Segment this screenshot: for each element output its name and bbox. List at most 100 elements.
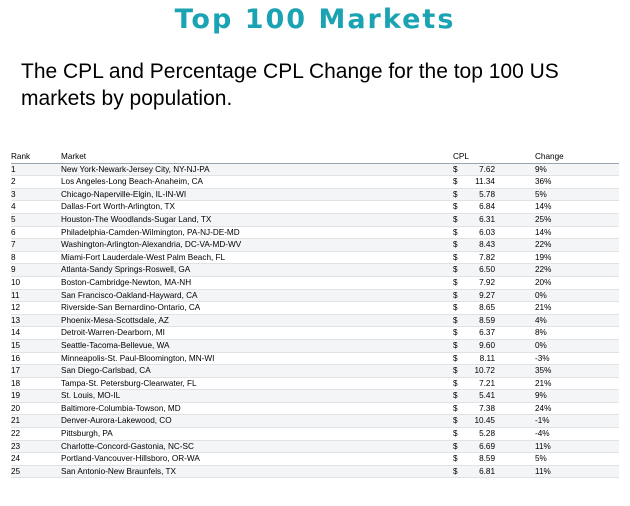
rank-column-header: Rank xyxy=(11,151,61,164)
market-cell: Miami-Fort Lauderdale-West Palm Beach, F… xyxy=(61,252,226,262)
change-cell: 25% xyxy=(535,214,552,224)
table-row: 22 Pittsburgh, PA $5.28 -4% xyxy=(11,428,619,441)
currency-symbol: $ xyxy=(453,227,458,237)
currency-symbol: $ xyxy=(453,252,458,262)
cpl-value: 7.92 xyxy=(479,277,495,287)
cpl-cell: $7.82 xyxy=(453,251,535,264)
table-row: 25 San Antonio-New Braunfels, TX $6.81 11% xyxy=(11,465,619,478)
rank-cell: 14 xyxy=(11,328,21,338)
change-cell: 19% xyxy=(535,252,552,262)
market-cell: Charlotte-Concord-Gastonia, NC-SC xyxy=(61,441,194,451)
cpl-value: 7.82 xyxy=(479,252,495,262)
table-row: 17 San Diego-Carlsbad, CA $10.72 35% xyxy=(11,364,619,378)
cpl-value: 7.38 xyxy=(479,403,495,413)
market-cell: Atlanta-Sandy Springs-Roswell, GA xyxy=(61,265,191,275)
rank-cell: 7 xyxy=(11,240,16,250)
market-cell: Tampa-St. Petersburg-Clearwater, FL xyxy=(61,378,197,388)
market-cell: Riverside-San Bernardino-Ontario, CA xyxy=(61,303,201,313)
table-row: 5 Houston-The Woodlands-Sugar Land, TX $6.… xyxy=(11,213,619,227)
cpl-value: 8.59 xyxy=(479,454,495,464)
table-row: 2 Los Angeles-Long Beach-Anaheim, CA $11.3… xyxy=(11,176,619,189)
currency-symbol: $ xyxy=(453,177,458,187)
cpl-cell: $5.41 xyxy=(453,390,535,403)
rank-cell: 16 xyxy=(11,353,21,363)
currency-symbol: $ xyxy=(453,353,458,363)
market-cell: St. Louis, MO-IL xyxy=(61,391,121,401)
cpl-cell: $5.78 xyxy=(453,188,535,201)
market-cell: Chicago-Naperville-Elgin, IL-IN-WI xyxy=(61,189,187,199)
rank-cell: 12 xyxy=(11,303,21,313)
rank-cell: 18 xyxy=(11,378,21,388)
cpl-value: 9.60 xyxy=(479,340,495,350)
change-cell: 20% xyxy=(535,277,552,287)
cpl-cell: $7.62 xyxy=(453,163,535,176)
currency-symbol: $ xyxy=(453,202,458,212)
cpl-cell: $7.21 xyxy=(453,377,535,390)
table-row: 1 New York-Newark-Jersey City, NY-NJ-PA $7… xyxy=(11,163,619,176)
market-cell: Los Angeles-Long Beach-Anaheim, CA xyxy=(61,177,204,187)
table-row: 16 Minneapolis-St. Paul-Bloomington, MN-W… xyxy=(11,352,619,365)
table-row: 3 Chicago-Naperville-Elgin, IL-IN-WI $5.78… xyxy=(11,188,619,201)
rank-cell: 10 xyxy=(11,277,21,287)
market-cell: Seattle-Tacoma-Bellevue, WA xyxy=(61,340,170,350)
table-row: 23 Charlotte-Concord-Gastonia, NC-SC $6.69… xyxy=(11,440,619,453)
table-row: 4 Dallas-Fort Worth-Arlington, TX $6.84 14% xyxy=(11,201,619,214)
change-cell: 35% xyxy=(535,366,552,376)
rank-cell: 6 xyxy=(11,227,16,237)
table-row: 24 Portland-Vancouver-Hillsboro, OR-WA $8.… xyxy=(11,453,619,466)
cpl-cell: $6.84 xyxy=(453,201,535,214)
table-row: 19 St. Louis, MO-IL $5.41 9% xyxy=(11,389,619,403)
cpl-cell: $6.03 xyxy=(453,226,535,239)
change-cell: 5% xyxy=(535,189,547,199)
market-cell: Minneapolis-St. Paul-Bloomington, MN-WI xyxy=(61,353,215,363)
change-cell: 8% xyxy=(535,328,547,338)
currency-symbol: $ xyxy=(453,240,458,250)
rank-cell: 2 xyxy=(11,177,16,187)
rank-cell: 19 xyxy=(11,391,21,401)
change-cell: 0% xyxy=(535,290,547,300)
market-cell: New York-Newark-Jersey City, NY-NJ-PA xyxy=(61,164,210,174)
rank-cell: 8 xyxy=(11,252,16,262)
currency-symbol: $ xyxy=(453,315,458,325)
cpl-value: 8.65 xyxy=(479,303,495,313)
change-column-header: Change xyxy=(535,151,619,164)
cpl-cell: $9.60 xyxy=(453,339,535,352)
cpl-value: 11.34 xyxy=(475,177,495,187)
currency-symbol: $ xyxy=(453,403,458,413)
cpl-cell: $8.59 xyxy=(453,453,535,466)
markets-table: Rank Market CPL Change 1 New York-Newark-… xyxy=(11,151,619,478)
cpl-value: 10.72 xyxy=(474,366,496,376)
table-body: 1 New York-Newark-Jersey City, NY-NJ-PA $7… xyxy=(11,163,619,478)
currency-symbol: $ xyxy=(453,416,458,426)
rank-cell: 9 xyxy=(11,265,16,275)
change-cell: 9% xyxy=(535,391,547,401)
cpl-value: 7.21 xyxy=(479,378,495,388)
cpl-value: 7.62 xyxy=(479,164,495,174)
change-cell: 14% xyxy=(535,202,552,212)
market-cell: Boston-Cambridge-Newton, MA-NH xyxy=(61,277,192,287)
cpl-value: 8.59 xyxy=(479,315,495,325)
change-cell: -3% xyxy=(535,353,550,363)
table-row: 12 Riverside-San Bernardino-Ontario, CA $8… xyxy=(11,302,619,315)
market-cell: Philadelphia-Camden-Wilmington, PA-NJ-DE… xyxy=(61,227,240,237)
rank-cell: 15 xyxy=(11,340,21,350)
market-cell: Portland-Vancouver-Hillsboro, OR-WA xyxy=(61,454,200,464)
market-cell: Phoenix-Mesa-Scottsdale, AZ xyxy=(61,315,169,325)
change-cell: 5% xyxy=(535,454,547,464)
currency-symbol: $ xyxy=(453,290,458,300)
cpl-cell: $7.38 xyxy=(453,402,535,415)
currency-symbol: $ xyxy=(453,391,458,401)
table-row: 18 Tampa-St. Petersburg-Clearwater, FL $7.… xyxy=(11,377,619,390)
change-cell: 14% xyxy=(535,227,552,237)
cpl-cell: $6.37 xyxy=(453,327,535,340)
change-cell: 9% xyxy=(535,164,547,174)
table-row: 7 Washington-Arlington-Alexandria, DC-VA-… xyxy=(11,238,619,252)
change-cell: 11% xyxy=(535,441,551,451)
currency-symbol: $ xyxy=(453,429,458,439)
market-cell: Washington-Arlington-Alexandria, DC-VA-M… xyxy=(61,240,242,250)
cpl-value: 8.11 xyxy=(479,353,495,363)
header-row: Rank Market CPL Change xyxy=(11,151,619,164)
currency-symbol: $ xyxy=(453,303,458,313)
cpl-cell: $6.31 xyxy=(453,213,535,226)
market-cell: Dallas-Fort Worth-Arlington, TX xyxy=(61,202,175,212)
